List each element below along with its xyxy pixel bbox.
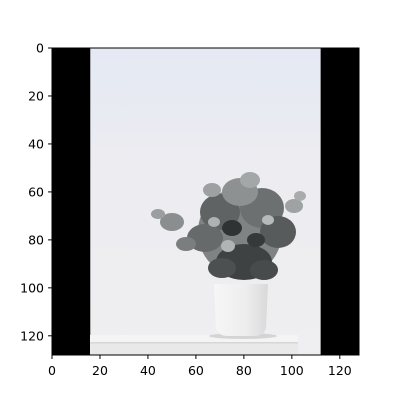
x-tick-label: 0 (48, 363, 56, 378)
shelf-edge (90, 342, 298, 344)
black-bar-right (320, 48, 359, 355)
x-tick-label: 100 (280, 363, 304, 378)
y-tick-label: 60 (28, 184, 44, 199)
black-bar-left (52, 48, 91, 355)
x-tick-label: 60 (188, 363, 204, 378)
y-tick-label: 20 (28, 88, 44, 103)
x-tick-label: 120 (328, 363, 352, 378)
y-tick-label: 40 (28, 136, 44, 151)
x-tick-label: 20 (92, 363, 108, 378)
plant-foliage (151, 172, 306, 280)
x-tick-label: 40 (140, 363, 156, 378)
plant-scene (90, 172, 306, 355)
plot-frame (51, 47, 360, 356)
image-area (52, 48, 359, 355)
shelf-top (90, 335, 298, 343)
y-axis: 0 20 40 60 80 100 120 (20, 41, 52, 343)
y-tick-label: 120 (20, 328, 44, 343)
plant-pot (214, 284, 268, 336)
x-tick-label: 80 (236, 363, 252, 378)
y-tick-label: 0 (36, 41, 44, 56)
x-axis: 0 20 40 60 80 100 120 (48, 355, 352, 378)
y-tick-label: 80 (28, 232, 44, 247)
shelf-front (90, 343, 298, 355)
y-tick-label: 100 (20, 280, 44, 295)
